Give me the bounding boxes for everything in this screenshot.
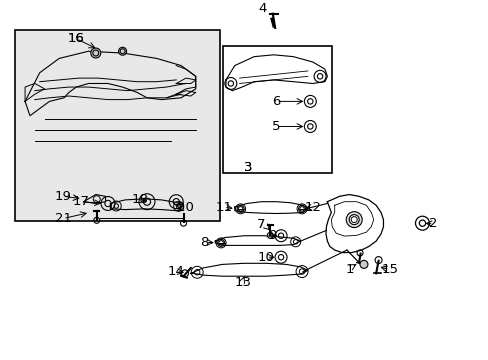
Text: 20: 20: [176, 201, 193, 213]
Text: 17: 17: [73, 195, 89, 208]
Text: 8: 8: [200, 236, 208, 249]
Text: 6: 6: [271, 95, 280, 108]
Circle shape: [119, 47, 126, 55]
Text: 3: 3: [243, 161, 252, 174]
Text: 14: 14: [167, 265, 184, 278]
Circle shape: [346, 212, 362, 228]
Text: 11: 11: [215, 201, 232, 213]
Text: 19: 19: [55, 190, 71, 203]
Text: 21: 21: [55, 212, 71, 225]
Circle shape: [91, 48, 101, 58]
Text: 18: 18: [131, 193, 148, 206]
Text: 2: 2: [428, 217, 437, 230]
Text: 16: 16: [68, 32, 84, 45]
Text: 1: 1: [345, 263, 353, 276]
Text: 7: 7: [257, 219, 265, 231]
Bar: [15, 30, 220, 221]
Text: 16: 16: [68, 32, 84, 45]
Circle shape: [359, 260, 367, 268]
Text: 5: 5: [271, 120, 280, 133]
Text: 9: 9: [268, 229, 276, 242]
Text: 3: 3: [243, 161, 252, 174]
Text: 10: 10: [258, 251, 274, 264]
Text: 12: 12: [304, 201, 321, 213]
Bar: [222, 46, 331, 173]
Text: 13: 13: [234, 276, 251, 289]
Circle shape: [348, 215, 359, 225]
Text: 15: 15: [381, 263, 398, 276]
Text: 4: 4: [258, 3, 266, 15]
